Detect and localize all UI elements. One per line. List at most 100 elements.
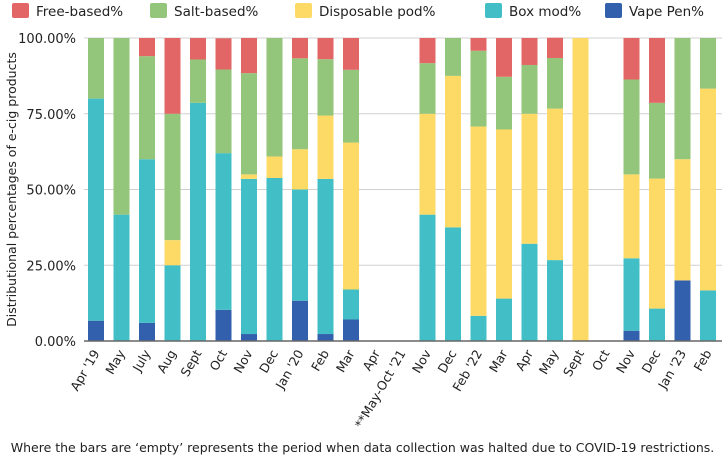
figure-caption: Where the bars are ‘empty’ represents th… (10, 440, 715, 455)
x-tick-label: Sept (560, 347, 587, 379)
x-tick-label: Mar (486, 346, 511, 375)
bar-segment-salt-based- (139, 56, 155, 160)
bar-segment-box-mod- (445, 227, 461, 341)
bar-segment-box-mod- (266, 177, 283, 341)
bar-segment-salt-based- (292, 58, 308, 150)
bar-segment-salt-based- (623, 79, 640, 175)
legend-label: Salt-based% (174, 4, 259, 20)
bar-segment-box-mod- (623, 258, 640, 331)
bar-segment-vape-pen- (674, 280, 691, 341)
bar-segment-salt-based- (190, 59, 206, 103)
bar-segment-salt-based- (343, 69, 359, 143)
x-tick-label: Mar (333, 346, 358, 375)
bar-segment-box-mod- (419, 214, 436, 341)
legend-swatch (605, 3, 622, 18)
bar-segment-free-based- (241, 38, 257, 74)
x-tick-label: Aug (154, 347, 179, 376)
legend-swatch (12, 3, 29, 18)
bar-segment-salt-based- (521, 64, 538, 114)
x-tick-label: Dec (639, 347, 664, 376)
legend-swatch (485, 3, 502, 18)
bar-segment-box-mod- (496, 298, 512, 341)
x-tick-label: July (129, 346, 154, 374)
bar-segment-box-mod- (547, 260, 563, 341)
bar-segment-salt-based- (470, 50, 487, 127)
bar-segment-box-mod- (521, 243, 538, 341)
bar-segment-vape-pen- (215, 309, 232, 341)
legend-swatch (295, 3, 312, 18)
bar-segment-salt-based- (113, 38, 130, 215)
bar-segment-disposable-pod- (700, 88, 716, 291)
y-tick-label: 50.00% (26, 184, 76, 199)
bar-segment-box-mod- (139, 159, 155, 323)
legend-swatch (150, 3, 167, 18)
bar-segment-disposable-pod- (623, 174, 640, 259)
bar-segment-vape-pen- (317, 334, 334, 341)
bar-segment-free-based- (623, 38, 640, 80)
bar-segment-free-based- (470, 38, 487, 51)
bar-segment-disposable-pod- (521, 113, 538, 244)
bar-segment-box-mod- (241, 178, 257, 335)
x-tick-label: Dec (435, 347, 460, 376)
bar-segment-disposable-pod- (419, 113, 436, 215)
bar-segment-disposable-pod- (343, 142, 359, 290)
bar-segment-box-mod- (649, 308, 665, 341)
stacked-bar-chart: 0.00% 25.00% 50.00% 75.00% 100.00% Distributi… (4, 3, 722, 431)
x-tick-label: Sept (177, 347, 204, 379)
bar-segment-disposable-pod- (317, 115, 334, 179)
bar-segment-salt-based- (547, 57, 563, 109)
bar-segment-salt-based- (445, 38, 461, 76)
bar-segment-salt-based- (674, 38, 691, 160)
legend-label: Disposable pod% (319, 4, 436, 20)
x-tick-label: Oct (206, 347, 230, 373)
y-tick-label: 0.00% (35, 335, 76, 350)
bar-segment-disposable-pod- (241, 174, 257, 179)
bar-segment-salt-based- (317, 59, 334, 116)
x-tick-label: Apr (512, 346, 536, 373)
bar-segment-vape-pen- (623, 330, 640, 341)
bar-segment-free-based- (521, 38, 538, 65)
bar-segment-box-mod- (343, 289, 359, 320)
bar-segment-free-based- (496, 38, 512, 77)
bar-segment-free-based- (292, 38, 308, 59)
bar-segment-disposable-pod- (547, 108, 563, 261)
bar-segment-disposable-pod- (164, 240, 181, 266)
legend-label: Free-based% (36, 4, 123, 20)
bar-segment-salt-based- (419, 63, 436, 114)
bar-segment-box-mod- (317, 178, 334, 335)
bar-segment-salt-based- (700, 38, 716, 89)
bar-segment-disposable-pod- (572, 38, 589, 341)
x-tick-label: Apr (359, 346, 383, 373)
legend-label: Vape Pen% (629, 4, 704, 20)
bar-segment-free-based- (215, 38, 232, 70)
bar-segment-vape-pen- (343, 319, 359, 341)
bar-segment-free-based- (649, 38, 665, 103)
bar-segment-free-based- (190, 38, 206, 60)
bar-segment-salt-based- (215, 69, 232, 154)
y-tick-label: 75.00% (26, 108, 76, 123)
x-tick-label: Feb (691, 347, 715, 374)
bar-segment-disposable-pod- (496, 129, 512, 299)
x-tick-label: May (102, 346, 128, 376)
x-tick-label: Nov (613, 346, 638, 375)
y-tick-label: 25.00% (26, 259, 76, 274)
x-tick-label: Nov (409, 346, 434, 375)
bar-segment-box-mod- (88, 98, 104, 321)
bar-segment-free-based- (139, 38, 155, 57)
bar-segment-box-mod- (292, 189, 308, 301)
y-tick-label: 100.00% (18, 32, 76, 47)
bar-segment-salt-based- (266, 38, 283, 157)
x-tick-label: Oct (589, 347, 613, 373)
bar-segment-box-mod- (164, 265, 181, 341)
bar-segment-salt-based- (164, 113, 181, 241)
bar-segment-free-based- (164, 38, 181, 114)
bar-segment-box-mod- (113, 214, 130, 341)
bar-segment-salt-based- (496, 76, 512, 130)
bar-segment-disposable-pod- (445, 75, 461, 228)
legend-label: Box mod% (509, 4, 581, 20)
bar-segment-salt-based- (649, 102, 665, 179)
bar-segment-box-mod- (215, 153, 232, 310)
bar-segment-free-based- (317, 38, 334, 60)
bar-segment-free-based- (547, 37, 563, 58)
